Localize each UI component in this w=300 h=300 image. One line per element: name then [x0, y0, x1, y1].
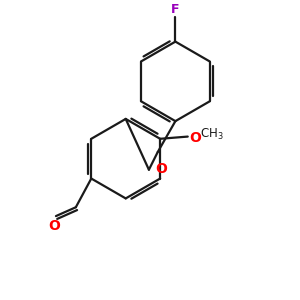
Text: O: O — [189, 131, 201, 145]
Text: F: F — [171, 3, 180, 16]
Text: O: O — [155, 162, 167, 176]
Text: O: O — [48, 219, 60, 233]
Text: CH$_3$: CH$_3$ — [200, 127, 224, 142]
